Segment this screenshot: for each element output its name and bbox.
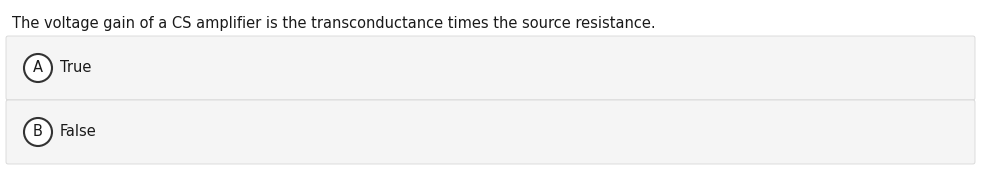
Ellipse shape xyxy=(24,118,52,146)
Text: The voltage gain of a CS amplifier is the transconductance times the source resi: The voltage gain of a CS amplifier is th… xyxy=(12,16,655,31)
Text: True: True xyxy=(60,60,91,76)
FancyBboxPatch shape xyxy=(6,100,975,164)
Text: False: False xyxy=(60,124,97,140)
Text: A: A xyxy=(33,60,43,76)
FancyBboxPatch shape xyxy=(6,36,975,100)
Ellipse shape xyxy=(24,54,52,82)
Text: B: B xyxy=(33,124,43,140)
